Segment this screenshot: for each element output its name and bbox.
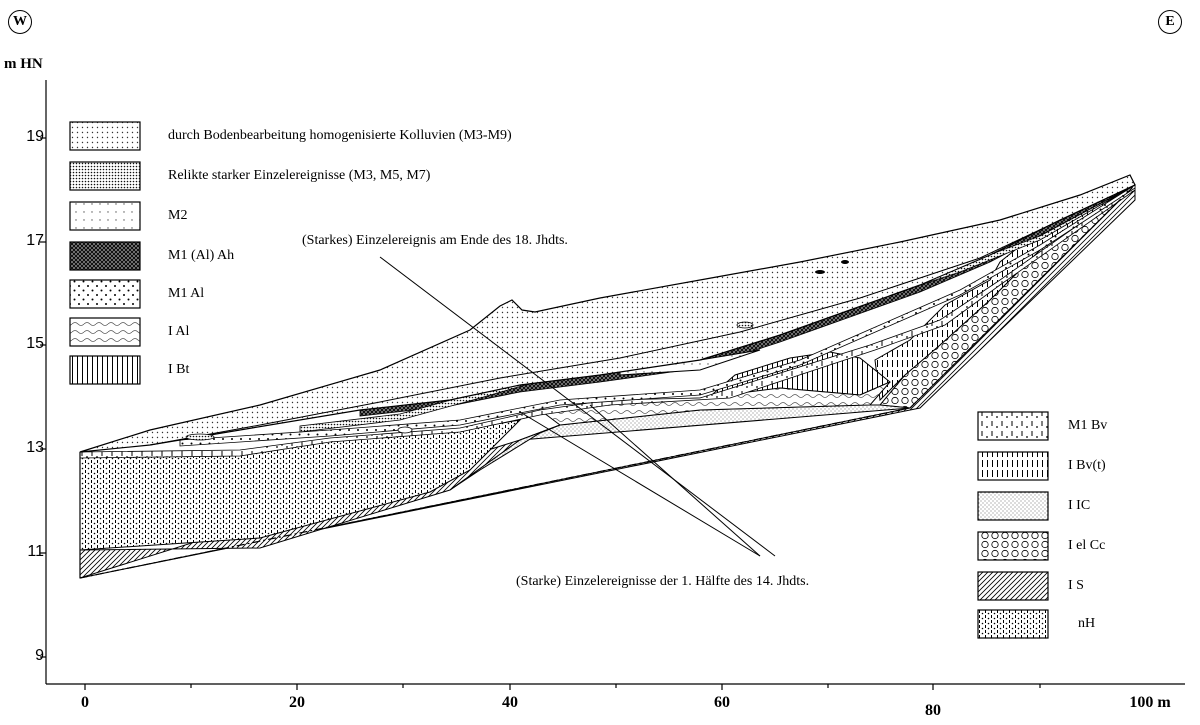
legend-label-m1-bv: M1 Bv — [1068, 418, 1108, 433]
legend-label-relikte: Relikte starker Einzelereignisse (M3, M5… — [168, 168, 431, 183]
legend-swatch-m2 — [69, 201, 141, 231]
y-tick-label: 17 — [26, 232, 44, 249]
y-axis — [40, 80, 47, 684]
annotation-lines — [379, 256, 776, 557]
legend-label-kolluvien: durch Bodenbearbeitung homogenisierte Ko… — [168, 128, 512, 143]
legend-swatch-i-al — [69, 317, 141, 347]
west-marker: W — [8, 10, 32, 34]
y-axis-unit: m HN — [4, 56, 43, 72]
legend-swatch-relikte — [69, 161, 141, 191]
legend-swatch-i-ic — [977, 491, 1049, 521]
legend-swatch-i-s — [977, 571, 1049, 601]
layer-m1-al — [179, 184, 1136, 447]
legend-swatch-nh — [977, 609, 1049, 639]
legend-label-m1-al-ah: M1 (Al) Ah — [168, 248, 235, 263]
legend-swatch-m1-al-ah — [69, 241, 141, 271]
y-tick-label: 13 — [26, 439, 44, 456]
layer-i-ic-2 — [449, 424, 561, 491]
layer-m1-bv — [79, 184, 1136, 459]
east-marker: E — [1158, 10, 1182, 34]
y-tick-label: 19 — [26, 128, 44, 145]
legend-label-i-bt: I Bt — [168, 362, 190, 377]
legend-label-i-el-cc: I el Cc — [1068, 538, 1106, 553]
legend-label-i-al: I Al — [168, 324, 190, 339]
y-tick-label: 11 — [27, 543, 44, 560]
legend-swatch-m1-al — [69, 279, 141, 309]
legend-label-i-ic: I IC — [1068, 498, 1091, 513]
legend-label-i-s: I S — [1068, 578, 1084, 593]
x-axis-unit: 100 m — [1129, 694, 1171, 711]
y-tick-label: 15 — [26, 335, 44, 352]
layer-kolluvien — [79, 174, 1136, 453]
legend-left-swatches — [69, 121, 141, 385]
x-axis — [46, 683, 1185, 690]
x-tick-label: 60 — [714, 694, 730, 711]
legend-label-nh: nH — [1078, 616, 1096, 631]
legend-swatch-i-bt — [69, 355, 141, 385]
x-tick-label: 0 — [81, 694, 89, 711]
x-tick-label: 20 — [289, 694, 305, 711]
x-tick-label: 40 — [502, 694, 518, 711]
annotation-14th-century: (Starke) Einzelereignisse der 1. Hälfte … — [516, 574, 810, 589]
legend-label-m2: M2 — [168, 208, 188, 223]
legend-swatch-m1-bv — [977, 411, 1049, 441]
legend-swatch-kolluvien — [69, 121, 141, 151]
legend-label-m1-al: M1 Al — [168, 286, 205, 301]
soil-profile — [79, 174, 1136, 579]
legend-swatch-i-el-cc — [977, 531, 1049, 561]
legend-label-i-bv-t: I Bv(t) — [1068, 458, 1106, 473]
annotation-18th-century: (Starkes) Einzelereignis am Ende des 18.… — [302, 233, 568, 248]
x-tick-label: 80 — [925, 702, 941, 719]
y-tick-label: 9 — [35, 647, 44, 664]
legend-right-swatches — [977, 411, 1049, 639]
legend-swatch-i-bv-t — [977, 451, 1049, 481]
